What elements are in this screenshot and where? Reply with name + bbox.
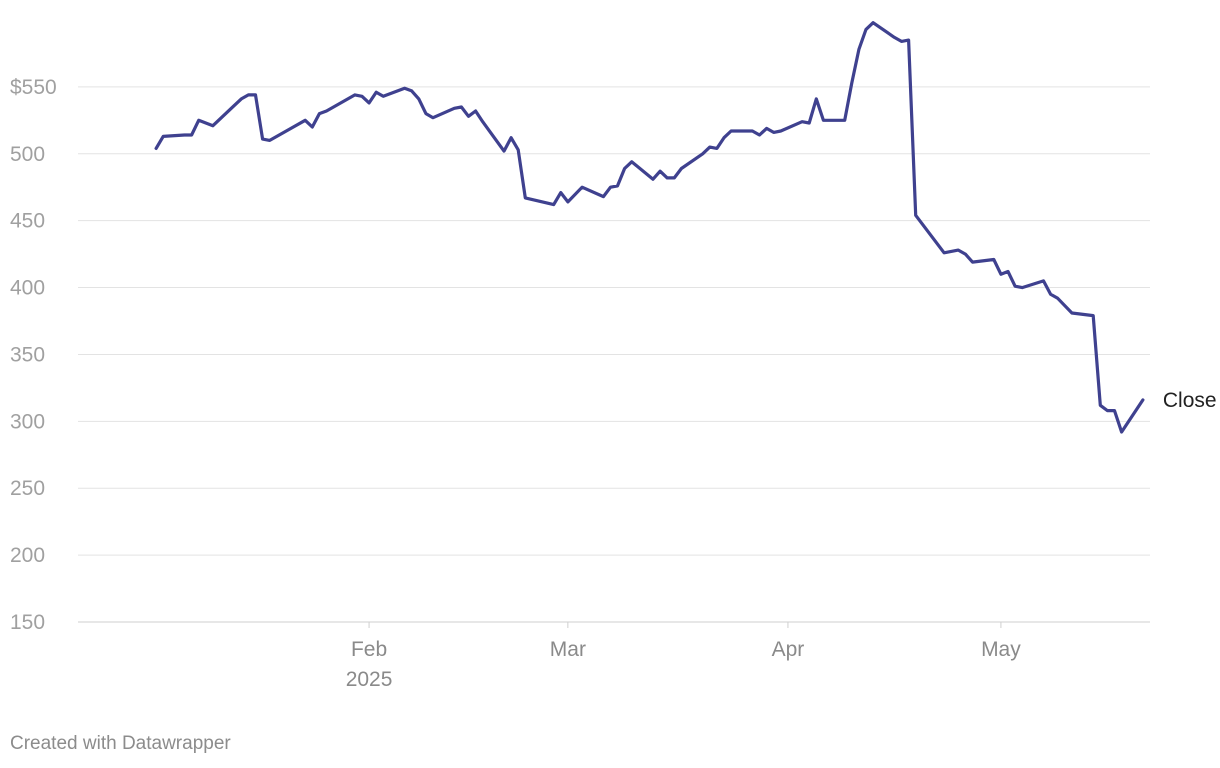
y-tick-label-450: 450	[10, 210, 45, 233]
x-tick-label-apr: Apr	[772, 638, 805, 661]
y-axis-tick-labels: 150 200 250 300 350 400 450 500 $550	[10, 76, 57, 634]
y-tick-label-400: 400	[10, 277, 45, 300]
series-line-close	[154, 21, 1145, 434]
y-tick-label-200: 200	[10, 544, 45, 567]
y-tick-label-300: 300	[10, 410, 45, 433]
x-axis-tick-labels: Feb 2025 Mar Apr May	[346, 622, 1021, 691]
x-tick-sublabel-2025: 2025	[346, 668, 393, 691]
series-label-close: Close	[1163, 389, 1217, 412]
y-tick-label-550: $550	[10, 76, 57, 99]
y-tick-label-500: 500	[10, 143, 45, 166]
x-tick-label-mar: Mar	[550, 638, 586, 661]
series-lines: Close	[154, 21, 1217, 434]
x-tick-label-feb: Feb	[351, 638, 387, 661]
credit-text: Created with Datawrapper	[10, 733, 231, 754]
y-tick-label-150: 150	[10, 611, 45, 634]
y-tick-label-350: 350	[10, 343, 45, 366]
x-tick-label-may: May	[981, 638, 1021, 661]
grid-lines	[78, 86, 1150, 623]
y-tick-label-250: 250	[10, 477, 45, 500]
